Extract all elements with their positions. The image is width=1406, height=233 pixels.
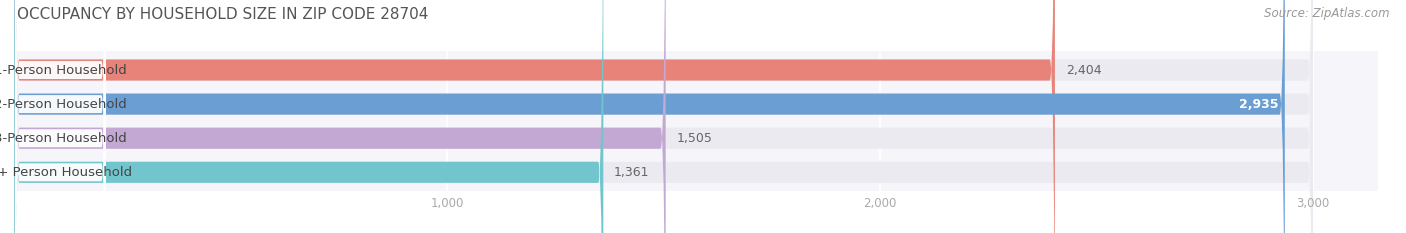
FancyBboxPatch shape — [14, 0, 1285, 233]
Text: 1,505: 1,505 — [676, 132, 713, 145]
FancyBboxPatch shape — [14, 0, 1313, 233]
Text: 2-Person Household: 2-Person Household — [0, 98, 127, 111]
Text: 3-Person Household: 3-Person Household — [0, 132, 127, 145]
FancyBboxPatch shape — [14, 0, 1313, 233]
Text: 1-Person Household: 1-Person Household — [0, 64, 127, 76]
Text: OCCUPANCY BY HOUSEHOLD SIZE IN ZIP CODE 28704: OCCUPANCY BY HOUSEHOLD SIZE IN ZIP CODE … — [17, 7, 429, 22]
FancyBboxPatch shape — [15, 0, 105, 233]
Text: 4+ Person Household: 4+ Person Household — [0, 166, 132, 179]
FancyBboxPatch shape — [14, 0, 1313, 233]
Text: Source: ZipAtlas.com: Source: ZipAtlas.com — [1264, 7, 1389, 20]
FancyBboxPatch shape — [14, 0, 1054, 233]
FancyBboxPatch shape — [15, 0, 105, 233]
Text: 2,404: 2,404 — [1066, 64, 1101, 76]
FancyBboxPatch shape — [15, 0, 105, 233]
FancyBboxPatch shape — [14, 0, 665, 233]
Text: 2,935: 2,935 — [1239, 98, 1278, 111]
FancyBboxPatch shape — [15, 0, 105, 233]
Text: 1,361: 1,361 — [614, 166, 650, 179]
FancyBboxPatch shape — [14, 0, 1313, 233]
FancyBboxPatch shape — [14, 0, 603, 233]
